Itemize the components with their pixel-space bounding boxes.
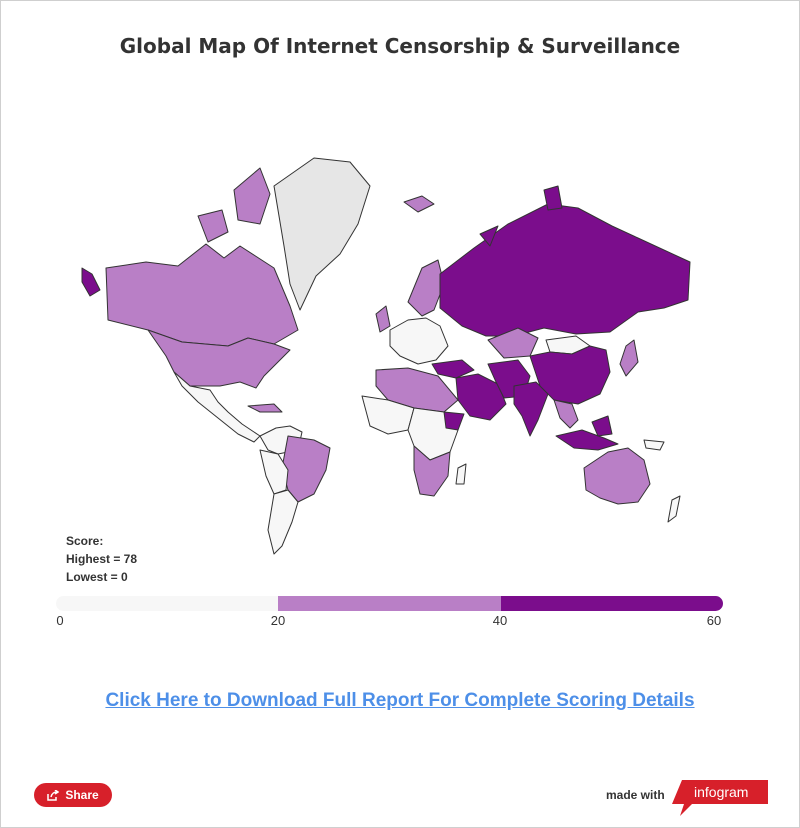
region-japan[interactable] [619,339,639,377]
region-new-zealand[interactable] [667,495,681,523]
map-title: Global Map Of Internet Censorship & Surv… [119,34,681,58]
legend-tick-0: 0 [56,613,64,628]
color-scale-bar [56,596,723,611]
legend-tick-40: 40 [492,613,508,628]
region-ethiopia[interactable] [443,411,465,431]
region-alaska[interactable] [81,267,101,297]
brand-text: infogram [694,784,748,800]
download-report-link[interactable]: Click Here to Download Full Report For C… [105,690,695,711]
region-india[interactable] [513,381,549,437]
score-lowest: Lowest = 0 [66,570,128,584]
region-se-asia[interactable] [553,399,579,429]
score-label: Score: [66,534,104,548]
legend-tick-20: 20 [270,613,286,628]
region-australia[interactable] [583,447,651,505]
region-russia[interactable] [439,203,691,337]
region-indonesia[interactable] [555,429,619,451]
region-southern-africa[interactable] [413,445,451,497]
region-argentina[interactable] [267,489,299,555]
region-peru[interactable] [259,449,289,495]
made-with-text: made with [606,788,665,802]
region-cuba[interactable] [247,403,283,413]
region-canada[interactable] [105,243,299,347]
region-china[interactable] [529,345,611,405]
region-kazakhstan[interactable] [487,327,539,359]
region-uk[interactable] [375,305,391,333]
region-borneo[interactable] [591,415,613,437]
region-madagascar[interactable] [455,463,467,485]
region-arctic-canada[interactable] [233,167,271,225]
region-novaya-zemlya[interactable] [479,225,499,247]
region-scandinavia[interactable] [407,259,445,317]
legend-band-0-20 [56,596,278,611]
region-europe[interactable] [389,317,449,365]
share-icon [47,789,60,801]
region-turkey[interactable] [431,359,475,379]
legend-tick-60: 60 [706,613,722,628]
region-iceland[interactable] [403,195,435,213]
region-middle-east[interactable] [455,373,507,421]
legend-band-20-40 [278,596,501,611]
world-map[interactable] [78,150,702,570]
share-label: Share [65,788,99,802]
infogram-logo[interactable]: infogram [672,780,768,816]
share-button[interactable]: Share [34,783,112,807]
region-arctic-russia[interactable] [543,185,563,211]
score-legend-text: Score: Highest = 78 Lowest = 0 [66,532,137,586]
region-greenland[interactable] [273,157,371,311]
score-highest: Highest = 78 [66,552,138,566]
region-png[interactable] [643,439,665,451]
region-arctic-canada-2[interactable] [197,209,229,243]
legend-band-40-60 [501,596,723,611]
